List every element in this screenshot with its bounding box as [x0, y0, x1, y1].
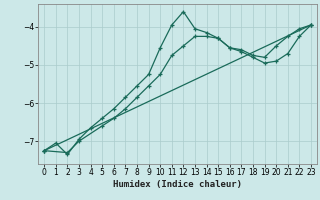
X-axis label: Humidex (Indice chaleur): Humidex (Indice chaleur): [113, 180, 242, 189]
